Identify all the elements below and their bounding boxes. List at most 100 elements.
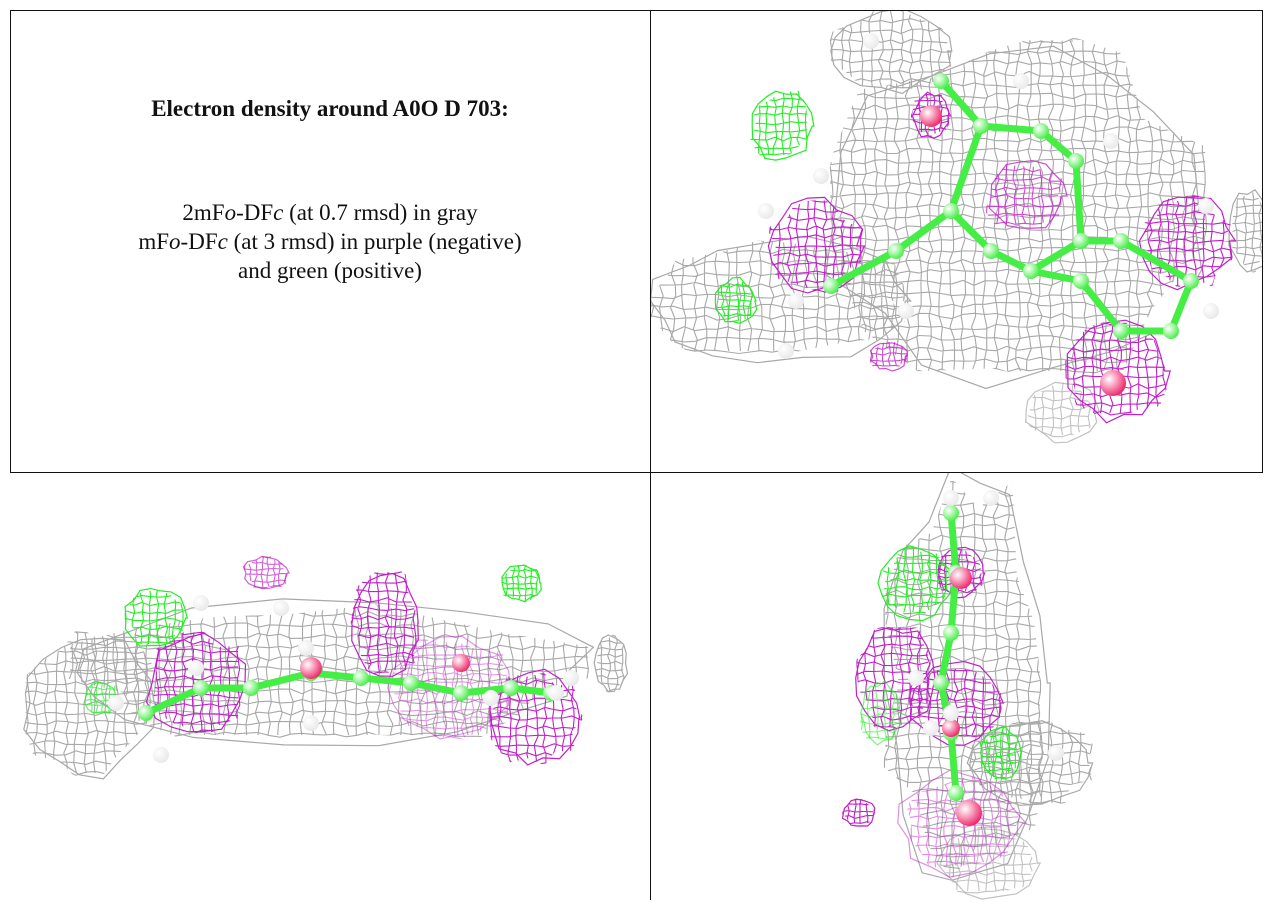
carbon-atom: [948, 785, 964, 801]
carbon-atom: [888, 243, 904, 259]
caption-description: 2mFo-DFc (at 0.7 rmsd) in gray mFo-DFc (…: [10, 198, 650, 285]
bond: [1077, 277, 1125, 335]
gray-mesh: [824, 38, 1208, 390]
view-top-right: [651, 11, 1262, 471]
oxygen-atom: [950, 567, 972, 589]
hydrogen-atom: [563, 670, 579, 686]
carbon-atom: [243, 680, 259, 696]
hydrogen-atom: [1048, 745, 1064, 761]
carbon-atom: [453, 685, 469, 701]
oxygen-atom: [1100, 370, 1126, 396]
frame-top-border: [10, 10, 1263, 11]
hydrogen-atom: [813, 168, 829, 184]
positive-mesh: [84, 681, 119, 714]
negative-mesh: [488, 668, 584, 766]
caption-line-fofc: mFo-DFc (at 3 rmsd) in purple (negative): [138, 229, 522, 254]
hydrogen-atom: [483, 690, 499, 706]
carbon-atom: [933, 73, 949, 89]
carbon-atom: [933, 675, 949, 691]
hydrogen-atom: [153, 747, 169, 763]
carbon-atom: [1183, 273, 1199, 289]
caption-line-colors: and green (positive): [238, 258, 422, 283]
bond: [947, 207, 995, 255]
oxygen-atom: [956, 800, 982, 826]
bond: [142, 684, 205, 717]
positive-mesh: [123, 587, 189, 647]
caption-title: Electron density around A0O D 703:: [151, 96, 509, 121]
bond: [1167, 277, 1195, 335]
positive-mesh: [877, 545, 955, 622]
negative-mesh: [1063, 319, 1171, 424]
bond: [937, 77, 985, 130]
figure-frame: Electron density around A0O D 703: 2mFo-…: [10, 10, 1263, 900]
carbon-atom: [138, 705, 154, 721]
density-render: [23, 555, 629, 780]
gray-mesh: [23, 630, 160, 780]
frame-left-border: [10, 10, 11, 472]
negative-mesh: [242, 555, 291, 590]
oxygen-atom: [452, 654, 470, 672]
hydrogen-atom: [188, 660, 204, 676]
bond: [977, 122, 1045, 135]
bond: [937, 629, 955, 687]
hydrogen-atom: [548, 685, 564, 701]
carbon-atom: [973, 118, 989, 134]
carbon-atom: [1113, 323, 1129, 339]
oxygen-atom: [942, 719, 960, 737]
hydrogen-atom: [943, 705, 959, 721]
negative-mesh: [841, 798, 876, 827]
negative-mesh: [869, 341, 909, 372]
hydrogen-atom: [298, 640, 314, 656]
bond: [1117, 237, 1195, 285]
bond: [457, 684, 515, 697]
gray-mesh: [593, 632, 629, 693]
negative-mesh: [985, 159, 1068, 229]
negative-mesh: [350, 570, 419, 677]
carbon-atom: [1163, 323, 1179, 339]
hydrogen-atom: [273, 600, 289, 616]
bond: [1072, 157, 1085, 245]
positive-mesh: [979, 725, 1022, 780]
view-bottom-right: [651, 473, 1262, 900]
hydrogen-atom: [758, 203, 774, 219]
bond: [1027, 237, 1085, 275]
oxygen-atom: [920, 105, 942, 127]
gray-mesh: [1228, 188, 1262, 274]
gray-mesh: [828, 11, 953, 95]
frame-right-border: [1262, 10, 1263, 472]
hydrogen-atom: [923, 720, 939, 736]
carbon-atom: [1068, 153, 1084, 169]
bond: [947, 122, 985, 215]
carbon-atom: [983, 243, 999, 259]
carbon-atom: [1023, 263, 1039, 279]
frame-center-divider: [650, 10, 651, 900]
oxygen-atom: [300, 657, 322, 679]
hydrogen-atom: [983, 490, 999, 506]
view-bottom-left: [11, 473, 649, 900]
positive-mesh: [750, 90, 815, 161]
carbon-atom: [353, 670, 369, 686]
hydrogen-atom: [788, 293, 804, 309]
bond: [827, 247, 900, 290]
hydrogen-atom: [1203, 303, 1219, 319]
hydrogen-atom: [1103, 133, 1119, 149]
bond: [947, 729, 960, 797]
hydrogen-atom: [303, 715, 319, 731]
bond: [407, 679, 465, 697]
hydrogen-atom: [898, 303, 914, 319]
carbon-atom: [503, 680, 519, 696]
positive-mesh: [859, 679, 902, 746]
frame-middle-divider: [10, 472, 1263, 473]
carbon-atom: [943, 505, 959, 521]
hydrogen-atom: [908, 670, 924, 686]
carbon-atom: [1033, 123, 1049, 139]
gray-mesh: [1024, 381, 1101, 444]
bond: [947, 509, 960, 577]
carbon-atom: [193, 680, 209, 696]
hydrogen-atom: [943, 490, 959, 506]
hydrogen-atom: [863, 33, 879, 49]
hydrogen-atom: [1198, 198, 1214, 214]
carbon-atom: [943, 625, 959, 641]
bond: [357, 674, 415, 687]
hydrogen-atom: [778, 343, 794, 359]
